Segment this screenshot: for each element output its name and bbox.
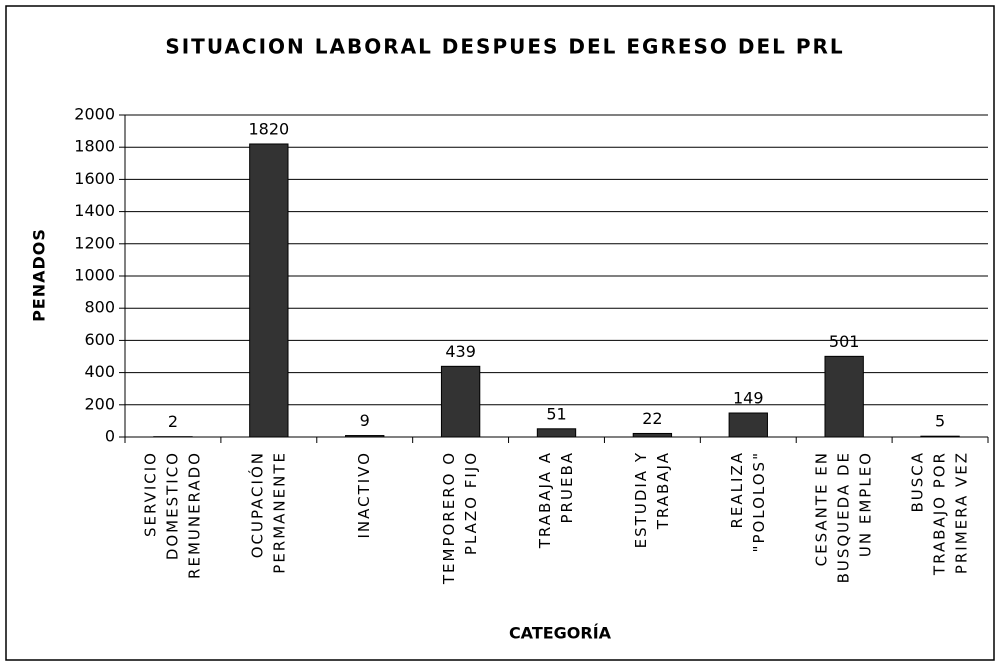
data-label: 1820 bbox=[248, 119, 289, 138]
bar bbox=[920, 435, 960, 438]
y-tick-label: 0 bbox=[105, 427, 115, 446]
x-tick-label: TRABAJA A bbox=[536, 451, 554, 549]
x-tick-label: CESANTE EN bbox=[813, 451, 831, 566]
x-tick-label: ESTUDIA Y bbox=[632, 451, 650, 548]
data-label: 9 bbox=[360, 411, 370, 430]
y-tick-label: 600 bbox=[84, 330, 115, 349]
y-tick-label: 1000 bbox=[74, 266, 115, 285]
x-tick-label: "POLOLOS" bbox=[750, 451, 768, 552]
bar bbox=[632, 432, 673, 438]
x-tick-label: BUSQUEDA DE bbox=[835, 451, 853, 583]
bar bbox=[824, 355, 864, 438]
data-label: 501 bbox=[829, 332, 860, 351]
x-tick-label: SERVICIO bbox=[141, 451, 159, 537]
x-tick-label: PRIMERA VEZ bbox=[953, 451, 971, 574]
x-axis-label: CATEGORÍA bbox=[509, 624, 612, 643]
bar bbox=[728, 412, 768, 438]
y-tick-label: 1800 bbox=[74, 137, 115, 156]
data-label: 149 bbox=[733, 389, 764, 408]
x-tick-label: PRUEBA bbox=[558, 451, 576, 523]
y-tick-label: 200 bbox=[84, 394, 115, 413]
x-tick-label: TEMPORERO O bbox=[440, 451, 458, 585]
data-label: 22 bbox=[642, 409, 662, 428]
x-tick-label: TRABAJA bbox=[654, 451, 672, 530]
x-tick-label: BUSCA bbox=[909, 451, 927, 513]
y-tick-label: 1200 bbox=[74, 233, 115, 252]
x-tick-label: UN EMPLEO bbox=[857, 451, 875, 557]
y-tick-label: 1400 bbox=[74, 201, 115, 220]
y-axis-label: PENADOS bbox=[30, 228, 49, 322]
data-label: 5 bbox=[935, 412, 945, 431]
chart-title: SITUACION LABORAL DESPUES DEL EGRESO DEL… bbox=[165, 35, 844, 59]
x-tick-label: OCUPACIÓN bbox=[247, 451, 266, 558]
x-tick-label: INACTIVO bbox=[355, 451, 373, 539]
x-tick-label: REALIZA bbox=[728, 451, 746, 528]
bar bbox=[536, 428, 577, 438]
x-tick-label: TRABAJO POR bbox=[931, 451, 949, 576]
bar bbox=[249, 143, 289, 438]
y-tick-label: 800 bbox=[84, 298, 115, 317]
x-tick-label: REMUNERADO bbox=[185, 451, 203, 579]
y-tick-label: 2000 bbox=[74, 105, 115, 124]
x-tick-label: DOMESTICO bbox=[163, 451, 181, 560]
data-label: 51 bbox=[546, 404, 566, 423]
bar bbox=[345, 435, 385, 438]
y-tick-label: 1600 bbox=[74, 169, 115, 188]
y-tick-label: 400 bbox=[84, 362, 115, 381]
data-label: 2 bbox=[168, 412, 178, 431]
x-tick-label: PLAZO FIJO bbox=[462, 451, 480, 555]
bar bbox=[440, 365, 481, 438]
x-tick-label: PERMANENTE bbox=[270, 451, 288, 574]
data-label: 439 bbox=[445, 342, 476, 361]
